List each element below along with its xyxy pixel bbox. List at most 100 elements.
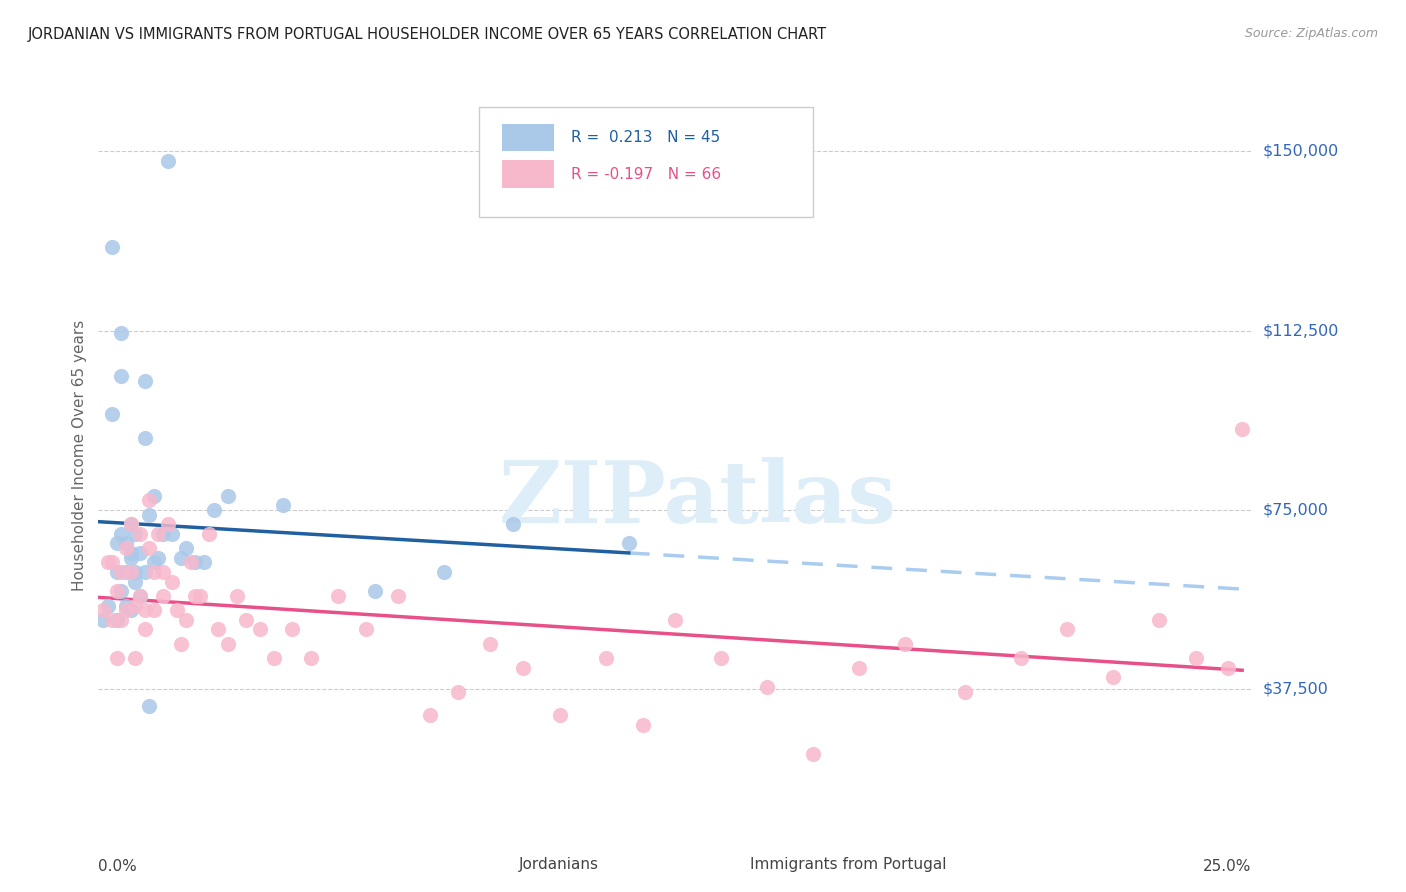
Point xyxy=(249,623,271,637)
Point xyxy=(110,584,132,599)
Point xyxy=(138,698,160,713)
Point xyxy=(138,493,160,508)
Point xyxy=(124,651,146,665)
Point xyxy=(120,565,142,579)
Point xyxy=(115,565,138,579)
Point xyxy=(110,526,132,541)
Point xyxy=(387,589,409,603)
Point xyxy=(188,589,211,603)
Point xyxy=(105,613,128,627)
Point xyxy=(91,613,114,627)
Point xyxy=(848,660,870,674)
Point xyxy=(129,526,152,541)
Point xyxy=(281,623,304,637)
Point xyxy=(142,489,165,503)
Point xyxy=(894,637,917,651)
Point xyxy=(1010,651,1032,665)
Point xyxy=(617,536,640,550)
Point xyxy=(1230,422,1253,436)
Point xyxy=(120,517,142,532)
Point xyxy=(479,637,502,651)
FancyBboxPatch shape xyxy=(502,124,554,152)
Point xyxy=(105,651,128,665)
Text: Source: ZipAtlas.com: Source: ZipAtlas.com xyxy=(1244,27,1378,40)
Point xyxy=(134,623,156,637)
Point xyxy=(419,708,441,723)
Point xyxy=(207,623,229,637)
Point xyxy=(502,517,524,532)
Point xyxy=(1218,660,1240,674)
Text: Immigrants from Portugal: Immigrants from Portugal xyxy=(749,857,946,872)
Point xyxy=(110,326,132,340)
Point xyxy=(955,684,977,698)
Point xyxy=(142,556,165,570)
Point xyxy=(142,603,165,617)
Text: JORDANIAN VS IMMIGRANTS FROM PORTUGAL HOUSEHOLDER INCOME OVER 65 YEARS CORRELATI: JORDANIAN VS IMMIGRANTS FROM PORTUGAL HO… xyxy=(28,27,827,42)
Point xyxy=(184,589,207,603)
Point xyxy=(160,526,183,541)
Point xyxy=(134,431,156,445)
Point xyxy=(91,603,114,617)
Point xyxy=(124,574,146,589)
Point xyxy=(105,565,128,579)
Point xyxy=(129,589,152,603)
Point xyxy=(120,603,142,617)
Point xyxy=(174,541,197,556)
Point xyxy=(120,546,142,560)
Text: ZIPatlas: ZIPatlas xyxy=(499,457,897,541)
Point xyxy=(595,651,617,665)
Point xyxy=(447,684,470,698)
Point xyxy=(138,541,160,556)
Point xyxy=(152,526,174,541)
Point xyxy=(170,550,193,565)
Point xyxy=(328,589,350,603)
FancyBboxPatch shape xyxy=(479,108,813,218)
Point xyxy=(101,613,124,627)
Point xyxy=(115,603,138,617)
Point xyxy=(174,613,197,627)
Point xyxy=(202,503,225,517)
Point xyxy=(217,637,239,651)
Point xyxy=(364,584,387,599)
Point xyxy=(115,541,138,556)
Point xyxy=(152,589,174,603)
Point xyxy=(1102,670,1125,684)
Point xyxy=(115,536,138,550)
FancyBboxPatch shape xyxy=(502,161,554,188)
Text: $37,500: $37,500 xyxy=(1263,681,1329,697)
Point xyxy=(97,556,120,570)
Point xyxy=(631,718,654,732)
Point xyxy=(512,660,534,674)
Point xyxy=(801,747,824,761)
Point xyxy=(170,637,193,651)
Point xyxy=(110,565,132,579)
Point xyxy=(664,613,686,627)
Point xyxy=(156,517,179,532)
Point xyxy=(548,708,571,723)
Point xyxy=(110,613,132,627)
Point xyxy=(120,550,142,565)
Point xyxy=(156,153,179,168)
Point xyxy=(134,603,156,617)
Point xyxy=(101,240,124,254)
Point xyxy=(225,589,247,603)
Point xyxy=(134,565,156,579)
Point xyxy=(129,546,152,560)
Point xyxy=(97,599,120,613)
Point xyxy=(1185,651,1208,665)
Point xyxy=(134,374,156,388)
Text: 25.0%: 25.0% xyxy=(1204,859,1251,874)
Point xyxy=(184,556,207,570)
FancyBboxPatch shape xyxy=(479,855,508,874)
Point xyxy=(101,556,124,570)
Point xyxy=(193,556,215,570)
Point xyxy=(115,599,138,613)
Point xyxy=(263,651,285,665)
Text: $112,500: $112,500 xyxy=(1263,323,1340,338)
Point xyxy=(160,574,183,589)
Point xyxy=(120,517,142,532)
Point xyxy=(217,489,239,503)
Point xyxy=(433,565,456,579)
Point xyxy=(152,565,174,579)
Point xyxy=(124,565,146,579)
